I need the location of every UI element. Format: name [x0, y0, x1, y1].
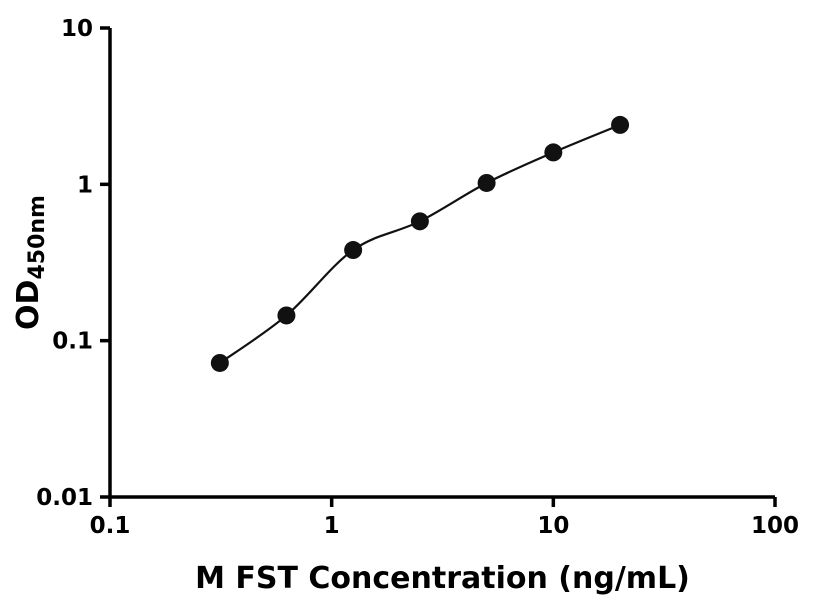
data-point: [210, 353, 229, 372]
x-tick-label: 1: [324, 513, 340, 539]
y-axis-title-subscript: 450nm: [25, 195, 50, 280]
data-point: [344, 241, 363, 260]
y-axis-title: OD450nm: [11, 195, 50, 330]
data-point: [477, 173, 496, 192]
x-tick-label: 10: [537, 513, 569, 539]
fit-curve: [219, 123, 621, 364]
y-tick-label: 0.01: [36, 485, 93, 511]
x-tick-label: 0.1: [90, 513, 131, 539]
data-point: [611, 115, 630, 134]
y-axis-title-main: OD: [11, 280, 46, 330]
y-tick-label: 0.1: [52, 329, 93, 355]
data-point: [544, 143, 563, 162]
data-point: [277, 306, 296, 325]
y-tick-label: 10: [61, 16, 93, 42]
axes-spine: [108, 28, 775, 499]
x-tick-label: 100: [751, 513, 799, 539]
y-tick-label: 1: [77, 172, 93, 198]
x-axis-title: M FST Concentration (ng/mL): [195, 561, 690, 596]
data-point: [410, 212, 429, 231]
